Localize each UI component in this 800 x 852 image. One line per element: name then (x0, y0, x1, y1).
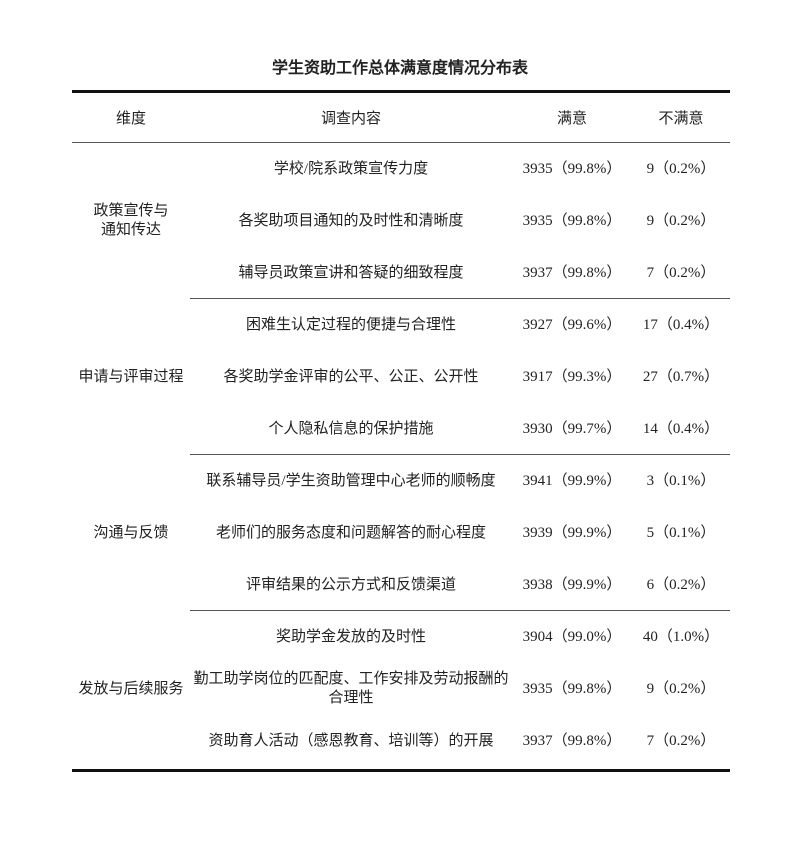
satisfied-cell: 3935（99.8%） (522, 212, 622, 229)
unsatisfied-cell: 5（0.1%） (646, 524, 716, 541)
header-rule (72, 142, 730, 143)
unsatisfied-cell: 9（0.2%） (646, 160, 716, 177)
content-cell: 勤工助学岗位的匹配度、工作安排及劳动报酬的合理性 (193, 671, 509, 706)
unsatisfied-cell: 40（1.0%） (642, 628, 720, 645)
unsatisfied-cell: 17（0.4%） (642, 316, 720, 333)
dimension-cell: 沟通与反馈 (93, 524, 169, 541)
group-separator (190, 454, 730, 455)
content-cell: 各奖助学金评审的公平、公正、公开性 (223, 368, 479, 385)
content-cell: 评审结果的公示方式和反馈渠道 (245, 576, 456, 593)
unsatisfied-cell: 6（0.2%） (646, 576, 716, 593)
header-dimension: 维度 (115, 108, 146, 127)
unsatisfied-cell: 14（0.4%） (642, 420, 720, 437)
content-cell: 奖助学金发放的及时性 (275, 628, 426, 645)
header-satisfied: 满意 (556, 108, 587, 127)
content-cell: 资助育人活动（感恩教育、培训等）的开展 (208, 732, 494, 749)
content-cell: 学校/院系政策宣传力度 (273, 160, 429, 177)
satisfied-cell: 3904（99.0%） (522, 628, 622, 645)
satisfied-cell: 3917（99.3%） (522, 368, 622, 385)
content-cell: 各奖助项目通知的及时性和清晰度 (238, 212, 464, 229)
header-unsatisfied: 不满意 (658, 108, 704, 127)
bottom-rule (72, 769, 730, 772)
header-content: 调查内容 (320, 108, 381, 127)
content-cell: 困难生认定过程的便捷与合理性 (245, 316, 456, 333)
satisfied-cell: 3937（99.8%） (522, 732, 622, 749)
satisfied-cell: 3938（99.9%） (522, 576, 622, 593)
unsatisfied-cell: 3（0.1%） (646, 472, 716, 489)
group-separator (190, 610, 730, 611)
content-cell: 辅导员政策宣讲和答疑的细致程度 (238, 264, 464, 281)
unsatisfied-cell: 7（0.2%） (646, 264, 716, 281)
unsatisfied-cell: 9（0.2%） (646, 680, 716, 697)
dimension-cell: 发放与后续服务 (78, 680, 184, 697)
dimension-cell: 政策宣传与 通知传达 (93, 203, 169, 238)
top-rule (72, 90, 730, 93)
satisfied-cell: 3941（99.9%） (522, 472, 622, 489)
satisfied-cell: 3930（99.7%） (522, 420, 622, 437)
unsatisfied-cell: 27（0.7%） (642, 368, 720, 385)
satisfied-cell: 3935（99.8%） (522, 680, 622, 697)
satisfied-cell: 3927（99.6%） (522, 316, 622, 333)
content-cell: 联系辅导员/学生资助管理中心老师的顺畅度 (206, 472, 496, 489)
content-cell: 个人隐私信息的保护措施 (268, 420, 434, 437)
satisfied-cell: 3937（99.8%） (522, 264, 622, 281)
content-cell: 老师们的服务态度和问题解答的耐心程度 (215, 524, 486, 541)
satisfied-cell: 3935（99.8%） (522, 160, 622, 177)
satisfied-cell: 3939（99.9%） (522, 524, 622, 541)
table-title: 学生资助工作总体满意度情况分布表 (271, 58, 528, 77)
group-separator (190, 298, 730, 299)
unsatisfied-cell: 9（0.2%） (646, 212, 716, 229)
dimension-cell: 申请与评审过程 (78, 368, 184, 385)
unsatisfied-cell: 7（0.2%） (646, 732, 716, 749)
